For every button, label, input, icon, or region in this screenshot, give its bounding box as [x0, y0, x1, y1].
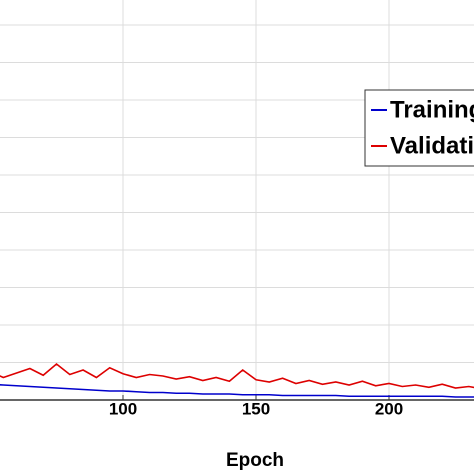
legend: Training Validation [364, 89, 474, 167]
series-line [0, 384, 474, 398]
legend-box [364, 89, 474, 167]
x-tick-label: 150 [242, 399, 270, 418]
legend-label: Validation [390, 132, 474, 159]
legend-label: Training [390, 96, 474, 123]
x-tick-label: 200 [375, 399, 403, 418]
plot-frame [0, 399, 474, 401]
series-line [0, 362, 474, 389]
grid [0, 0, 474, 401]
x-tick-label: 100 [109, 399, 137, 418]
x-axis-label: Epoch [226, 450, 284, 471]
